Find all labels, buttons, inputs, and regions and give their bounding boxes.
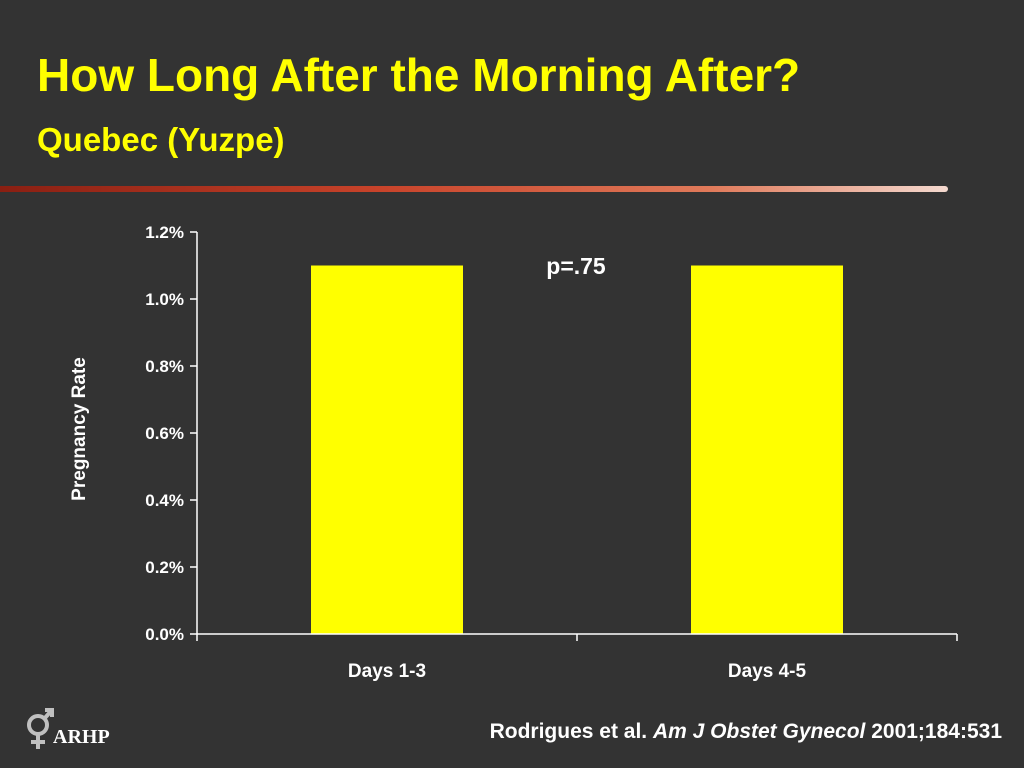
citation: Rodrigues et al. Am J Obstet Gynecol 200… xyxy=(490,720,1002,744)
y-tick-label: 0.8% xyxy=(145,357,184,376)
y-tick-label: 1.2% xyxy=(145,223,184,242)
title-divider xyxy=(0,186,948,192)
x-tick-label: Days 4-5 xyxy=(728,661,807,682)
citation-journal: Am J Obstet Gynecol xyxy=(652,720,866,743)
gender-symbol-icon xyxy=(27,708,54,749)
bar-1 xyxy=(311,265,463,634)
y-tick-label: 0.6% xyxy=(145,424,184,443)
bar-chart: 0.0%0.2%0.4%0.6%0.8%1.0%1.2% Days 1-3 Day… xyxy=(69,223,958,682)
citation-authors: Rodrigues et al. xyxy=(489,720,648,743)
x-tick-label: Days 1-3 xyxy=(348,661,426,682)
citation-ref: 2001;184:531 xyxy=(871,720,1002,743)
x-axis-ticks: Days 1-3 Days 4-5 xyxy=(196,634,958,682)
p-value-annotation: p=.75 xyxy=(546,253,606,279)
y-tick-label: 1.0% xyxy=(145,290,184,309)
y-tick-label: 0.4% xyxy=(145,491,184,510)
bar-2 xyxy=(691,265,843,634)
slide-subtitle: Quebec (Yuzpe) xyxy=(37,121,285,158)
y-tick-label: 0.2% xyxy=(145,558,184,577)
bars xyxy=(311,265,843,634)
y-axis-ticks: 0.0% 0.2% 0.4% 0.6% 0.8% 1.0% 1.2% xyxy=(145,223,197,644)
y-tick-label: 0.0% xyxy=(145,625,184,644)
slide-title: How Long After the Morning After? xyxy=(37,49,801,101)
logo-text: ARHP xyxy=(53,726,110,748)
y-axis-label: Pregnancy Rate xyxy=(69,357,90,501)
